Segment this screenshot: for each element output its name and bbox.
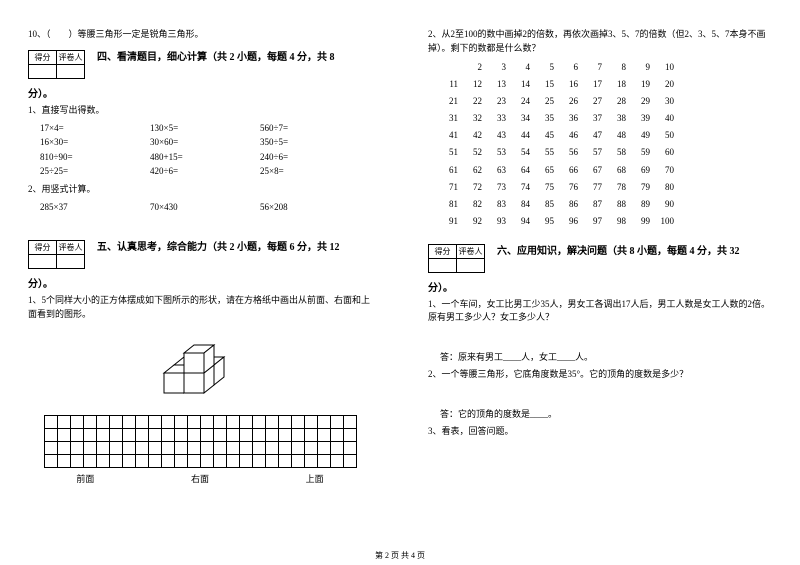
section-5-tail: 分）。 bbox=[28, 275, 372, 290]
section-4-tail: 分）。 bbox=[28, 85, 372, 100]
score-table-4: 得分评卷人 bbox=[28, 50, 85, 79]
calc-r1a: 17×4= bbox=[40, 121, 150, 135]
calc-r2b: 30×60= bbox=[150, 135, 260, 149]
q4-1: 1、直接写出得数。 bbox=[28, 104, 372, 118]
number-grid: 2345678910111213141516171819202122232425… bbox=[434, 59, 772, 230]
q6-3: 3、看表，回答问题。 bbox=[428, 425, 772, 439]
calc-r3a: 810÷90= bbox=[40, 150, 150, 164]
section-4-title: 四、看清题目，细心计算（共 2 小题，每题 4 分，共 8 bbox=[97, 50, 335, 65]
calc-r3c: 240÷6= bbox=[260, 150, 370, 164]
calc-r2c: 350÷5= bbox=[260, 135, 370, 149]
answer-grid bbox=[44, 415, 357, 468]
q6-2: 2、一个等腰三角形，它底角度数是35°。它的顶角的度数是多少？ bbox=[428, 368, 772, 382]
calc-r5b: 70×430 bbox=[150, 200, 260, 214]
left-column: 10、（ ）等腰三角形一定是锐角三角形。 得分评卷人 四、看清题目，细心计算（共… bbox=[0, 0, 400, 548]
view-right: 右面 bbox=[191, 472, 209, 485]
cube-figure bbox=[140, 335, 260, 405]
calc-r1b: 130×5= bbox=[150, 121, 260, 135]
grader-cell bbox=[57, 255, 85, 269]
hdr-score: 得分 bbox=[29, 50, 57, 64]
a6-2: 答：它的顶角的度数是____。 bbox=[440, 408, 772, 422]
calc-r3b: 480+15= bbox=[150, 150, 260, 164]
view-top: 上面 bbox=[306, 472, 324, 485]
view-labels: 前面 右面 上面 bbox=[28, 472, 372, 485]
question-10: 10、（ ）等腰三角形一定是锐角三角形。 bbox=[28, 28, 372, 42]
section-5-header: 得分评卷人 五、认真思考，综合能力（共 2 小题，每题 6 分，共 12 bbox=[28, 240, 372, 269]
cubes-svg bbox=[140, 335, 250, 405]
section-4-header: 得分评卷人 四、看清题目，细心计算（共 2 小题，每题 4 分，共 8 bbox=[28, 50, 372, 79]
hdr-grader: 评卷人 bbox=[57, 241, 85, 255]
score-cell bbox=[29, 64, 57, 78]
section-5-title: 五、认真思考，综合能力（共 2 小题，每题 6 分，共 12 bbox=[97, 240, 340, 255]
hdr-grader: 评卷人 bbox=[457, 244, 485, 258]
calc-r4b: 420÷6= bbox=[150, 164, 260, 178]
q6-1: 1、一个车间，女工比男工少35人，男女工各调出17人后，男工人数是女工人数的2倍… bbox=[428, 298, 772, 325]
score-table-6: 得分评卷人 bbox=[428, 244, 485, 273]
q4-2: 2、用竖式计算。 bbox=[28, 183, 372, 197]
section-6-header: 得分评卷人 六、应用知识，解决问题（共 8 小题，每题 4 分，共 32 bbox=[428, 244, 772, 273]
q5-1: 1、5个同样大小的正方体摆成如下图所示的形状，请在方格纸中画出从前面、右面和上面… bbox=[28, 294, 372, 321]
hdr-score: 得分 bbox=[429, 244, 457, 258]
score-cell bbox=[29, 255, 57, 269]
calc-r5a: 285×37 bbox=[40, 200, 150, 214]
calc-r2a: 16×30= bbox=[40, 135, 150, 149]
hdr-grader: 评卷人 bbox=[57, 50, 85, 64]
calc-r5c: 56×208 bbox=[260, 200, 370, 214]
calc-r4c: 25×8= bbox=[260, 164, 370, 178]
grader-cell bbox=[457, 258, 485, 272]
calc-r4a: 25÷25= bbox=[40, 164, 150, 178]
view-front: 前面 bbox=[76, 472, 94, 485]
hdr-score: 得分 bbox=[29, 241, 57, 255]
a6-1: 答：原来有男工____人，女工____人。 bbox=[440, 351, 772, 365]
score-cell bbox=[429, 258, 457, 272]
page-footer: 第 2 页 共 4 页 bbox=[0, 550, 800, 561]
calc-r1c: 560÷7= bbox=[260, 121, 370, 135]
section-6-tail: 分）。 bbox=[428, 279, 772, 294]
right-column: 2、从2至100的数中画掉2的倍数，再依次画掉3、5、7的倍数（但2、3、5、7… bbox=[400, 0, 800, 548]
score-table-5: 得分评卷人 bbox=[28, 240, 85, 269]
section-6-title: 六、应用知识，解决问题（共 8 小题，每题 4 分，共 32 bbox=[497, 244, 740, 259]
grader-cell bbox=[57, 64, 85, 78]
q5-2: 2、从2至100的数中画掉2的倍数，再依次画掉3、5、7的倍数（但2、3、5、7… bbox=[428, 28, 772, 55]
